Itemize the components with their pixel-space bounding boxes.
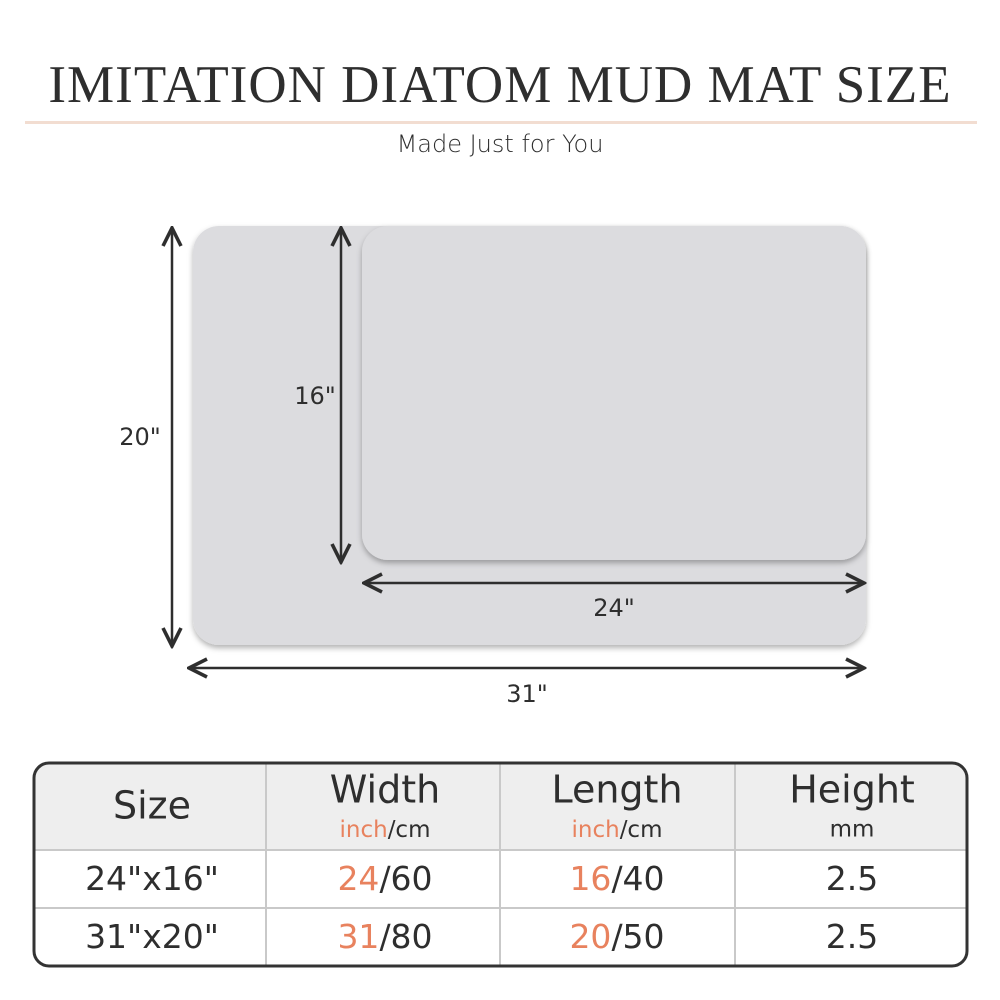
table-cell: 20/50 bbox=[569, 917, 664, 956]
dimension-label: 31" bbox=[506, 680, 548, 708]
table-cell: 24"x16" bbox=[85, 859, 219, 898]
header-unit: mm bbox=[830, 817, 875, 843]
dimension-label: 16" bbox=[294, 382, 336, 410]
table-cell: 16/40 bbox=[569, 859, 664, 898]
subtitle: Made Just for You bbox=[397, 130, 604, 158]
small-mat bbox=[362, 226, 866, 560]
title: IMITATION DIATOM MUD MAT SIZE bbox=[48, 56, 951, 114]
table-cell: 2.5 bbox=[826, 917, 878, 956]
unit: /cm bbox=[620, 817, 663, 843]
unit: /cm bbox=[388, 817, 431, 843]
title-rule bbox=[25, 121, 977, 124]
unit-accent: inch bbox=[339, 817, 387, 843]
cell-text: 24"x16" bbox=[85, 859, 219, 898]
dimension-label: 20" bbox=[119, 423, 161, 451]
header-cell: Width bbox=[330, 768, 440, 812]
cell-text: /40 bbox=[611, 859, 664, 898]
header-cell: Height bbox=[789, 768, 915, 812]
table-cell: 31/80 bbox=[337, 917, 432, 956]
size-table: Size Width inch/cm Length inch/cm Height… bbox=[32, 761, 969, 968]
header-cell: Length bbox=[551, 768, 682, 812]
cell-text: 31"x20" bbox=[85, 917, 219, 956]
cell-text: /80 bbox=[379, 917, 432, 956]
cell-text: /50 bbox=[611, 917, 664, 956]
unit-accent: inch bbox=[571, 817, 619, 843]
table-cell: 31"x20" bbox=[85, 917, 219, 956]
header-cell: Size bbox=[113, 784, 191, 828]
cell-accent: 20 bbox=[569, 917, 611, 956]
table-cell: 2.5 bbox=[826, 859, 878, 898]
table-border bbox=[32, 761, 969, 968]
header-unit: inch/cm bbox=[571, 817, 662, 843]
cell-accent: 24 bbox=[337, 859, 379, 898]
table-cell: 24/60 bbox=[337, 859, 432, 898]
cell-accent: 31 bbox=[337, 917, 379, 956]
dimension-label: 24" bbox=[593, 594, 635, 622]
header-unit: inch/cm bbox=[339, 817, 430, 843]
cell-text: 2.5 bbox=[826, 859, 878, 898]
cell-text: 2.5 bbox=[826, 917, 878, 956]
cell-text: /60 bbox=[379, 859, 432, 898]
cell-accent: 16 bbox=[569, 859, 611, 898]
